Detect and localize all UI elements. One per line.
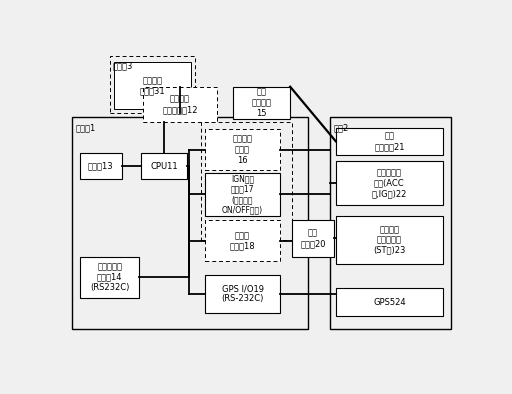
Text: IGN入力
検知部17
(エンジン
ON/OFF状態): IGN入力 検知部17 (エンジン ON/OFF状態) [222,174,263,214]
Text: 外部
バッテリ21: 外部 バッテリ21 [374,132,404,151]
Bar [336,288,443,316]
Text: 外部
リレー20: 外部 リレー20 [300,229,326,248]
Bar [201,122,292,240]
Bar [232,87,290,119]
Bar [143,87,217,122]
Text: コンソール
入出力14
(RS232C): コンソール 入出力14 (RS232C) [90,262,130,292]
Text: メモリ13: メモリ13 [88,162,114,171]
Bar [141,154,187,179]
Bar [80,154,121,179]
Text: 車両2: 車両2 [334,123,349,132]
Bar [292,220,334,256]
Bar [336,161,443,205]
Bar [72,117,308,329]
Text: 遠隔制御
指示部31: 遠隔制御 指示部31 [139,76,165,96]
Text: 走行状態識
別線(ACC
線,IG線)22: 走行状態識 別線(ACC 線,IG線)22 [372,168,407,198]
Bar [80,256,139,297]
Text: リレー
入出力18: リレー 入出力18 [230,231,255,250]
Text: 無線通信
モジュール12: 無線通信 モジュール12 [162,95,198,114]
Bar [205,129,280,170]
Text: エンジン
起動制御線
(ST線)23: エンジン 起動制御線 (ST線)23 [373,225,406,255]
Bar [205,220,280,261]
Text: GPS I/O19
(RS-232C): GPS I/O19 (RS-232C) [221,284,264,303]
Bar [205,275,280,313]
Bar [110,56,195,113]
Bar [114,62,191,110]
Bar [205,173,280,216]
Text: サーバ3: サーバ3 [113,61,133,70]
Text: CPU11: CPU11 [151,162,178,171]
Bar [330,117,451,329]
Text: 車載器1: 車載器1 [76,123,96,132]
Text: 電源入力
検知部
16: 電源入力 検知部 16 [232,135,252,165]
Bar [336,128,443,155]
Text: 内部
バッテリ
15: 内部 バッテリ 15 [251,88,271,117]
Text: GPS524: GPS524 [373,297,406,307]
Bar [336,216,443,264]
